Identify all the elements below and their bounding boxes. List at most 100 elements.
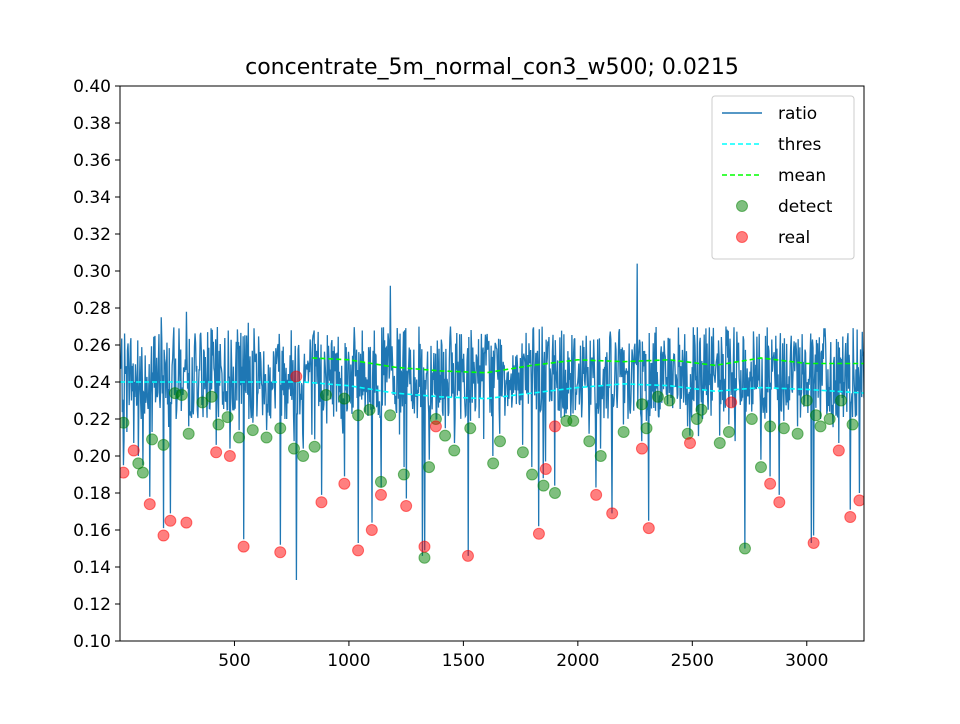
detect-point	[814, 420, 827, 433]
real-point	[844, 511, 857, 524]
y-tick-label: 0.20	[73, 447, 111, 467]
detect-point	[764, 420, 777, 433]
y-tick-label: 0.30	[73, 262, 111, 282]
legend-swatch-detect	[736, 200, 748, 212]
detect-point	[297, 450, 310, 462]
detect-point	[695, 403, 708, 416]
detect-point	[722, 425, 735, 438]
detect-point	[526, 468, 539, 481]
real-point	[532, 527, 545, 540]
y-tick-label: 0.16	[73, 521, 111, 541]
detect-point	[464, 422, 477, 435]
y-tick-label: 0.10	[73, 632, 111, 652]
detect-point	[809, 409, 822, 422]
detect-point	[640, 422, 653, 435]
detect-point	[175, 388, 188, 401]
detect-point	[548, 487, 561, 499]
detect-point	[418, 551, 431, 564]
detect-point	[260, 431, 273, 444]
real-point	[725, 396, 738, 409]
detect-point	[567, 414, 580, 427]
chart-title: concentrate_5m_normal_con3_w500; 0.0215	[245, 55, 739, 80]
real-point	[418, 540, 431, 553]
detect-point	[221, 411, 234, 424]
detect-point	[651, 390, 664, 403]
real-point	[684, 437, 697, 450]
detect-point	[846, 418, 859, 431]
y-tick-label: 0.40	[73, 77, 111, 97]
detect-point	[537, 479, 550, 492]
real-point	[237, 540, 250, 553]
real-point	[429, 420, 442, 433]
real-point	[352, 544, 365, 557]
real-point	[539, 462, 552, 475]
detect-point	[594, 450, 607, 462]
real-point	[548, 420, 561, 433]
y-tick-label: 0.26	[73, 336, 111, 356]
y-tick-label: 0.38	[73, 114, 111, 134]
detect-point	[246, 424, 259, 437]
real-point	[120, 466, 130, 479]
real-point	[773, 496, 786, 509]
y-tick-label: 0.32	[73, 225, 111, 245]
plot-area	[120, 263, 864, 580]
detect-point	[274, 422, 287, 435]
legend-label-thres: thres	[778, 135, 822, 155]
x-tick-label: 1500	[442, 651, 485, 671]
x-tick-label: 2000	[556, 651, 599, 671]
detect-point	[745, 413, 758, 425]
real-point	[127, 444, 140, 457]
legend-swatch-real	[736, 231, 748, 243]
detect-point	[583, 435, 596, 448]
detect-point	[800, 394, 813, 407]
detect-point	[338, 392, 351, 405]
y-tick-label: 0.34	[73, 188, 111, 208]
detect-point	[835, 394, 848, 407]
x-tick-label: 3000	[785, 651, 828, 671]
detect-point	[120, 416, 130, 429]
y-tick-label: 0.22	[73, 410, 111, 430]
detect-point	[320, 388, 333, 401]
ratio-series-line	[120, 263, 864, 580]
axes: 500 1000 1500 2000 2500 3000 0.10 0.12 0.14 0.16 0…	[73, 77, 865, 671]
detect-point	[448, 444, 461, 457]
axes-frame	[119, 85, 865, 642]
detect-point	[663, 394, 676, 407]
mean-series-line	[312, 357, 864, 374]
detect-point	[233, 431, 246, 444]
real-point	[635, 442, 648, 455]
real-point	[315, 496, 328, 509]
detect-point	[439, 429, 452, 442]
real-point	[764, 477, 777, 490]
plot-inner	[120, 263, 864, 580]
real-point	[461, 549, 474, 562]
real-point	[143, 498, 156, 511]
detect-point	[352, 409, 365, 422]
real-point	[274, 546, 287, 559]
real-point	[642, 522, 655, 535]
thres-series-line	[120, 381, 864, 400]
detect-point	[146, 433, 159, 446]
detect-point	[157, 438, 170, 451]
x-tick-label: 500	[218, 651, 250, 671]
detect-point	[196, 396, 209, 409]
y-tick-label: 0.18	[73, 484, 111, 504]
real-point	[223, 450, 236, 462]
legend-label-detect: detect	[778, 197, 833, 217]
detect-point	[487, 457, 500, 470]
real-point	[374, 488, 387, 501]
detect-point	[363, 403, 376, 416]
y-tick-label: 0.14	[73, 558, 111, 578]
real-point	[590, 488, 603, 501]
real-point	[290, 370, 303, 383]
y-tick-label: 0.36	[73, 151, 111, 171]
real-point	[832, 444, 845, 457]
detect-point	[635, 398, 648, 411]
detect-point	[494, 435, 507, 448]
detect-point	[777, 422, 790, 435]
detect-point	[617, 425, 630, 438]
legend-label-ratio: ratio	[778, 104, 817, 124]
detect-point	[738, 542, 751, 555]
legend-label-real: real	[778, 228, 810, 248]
